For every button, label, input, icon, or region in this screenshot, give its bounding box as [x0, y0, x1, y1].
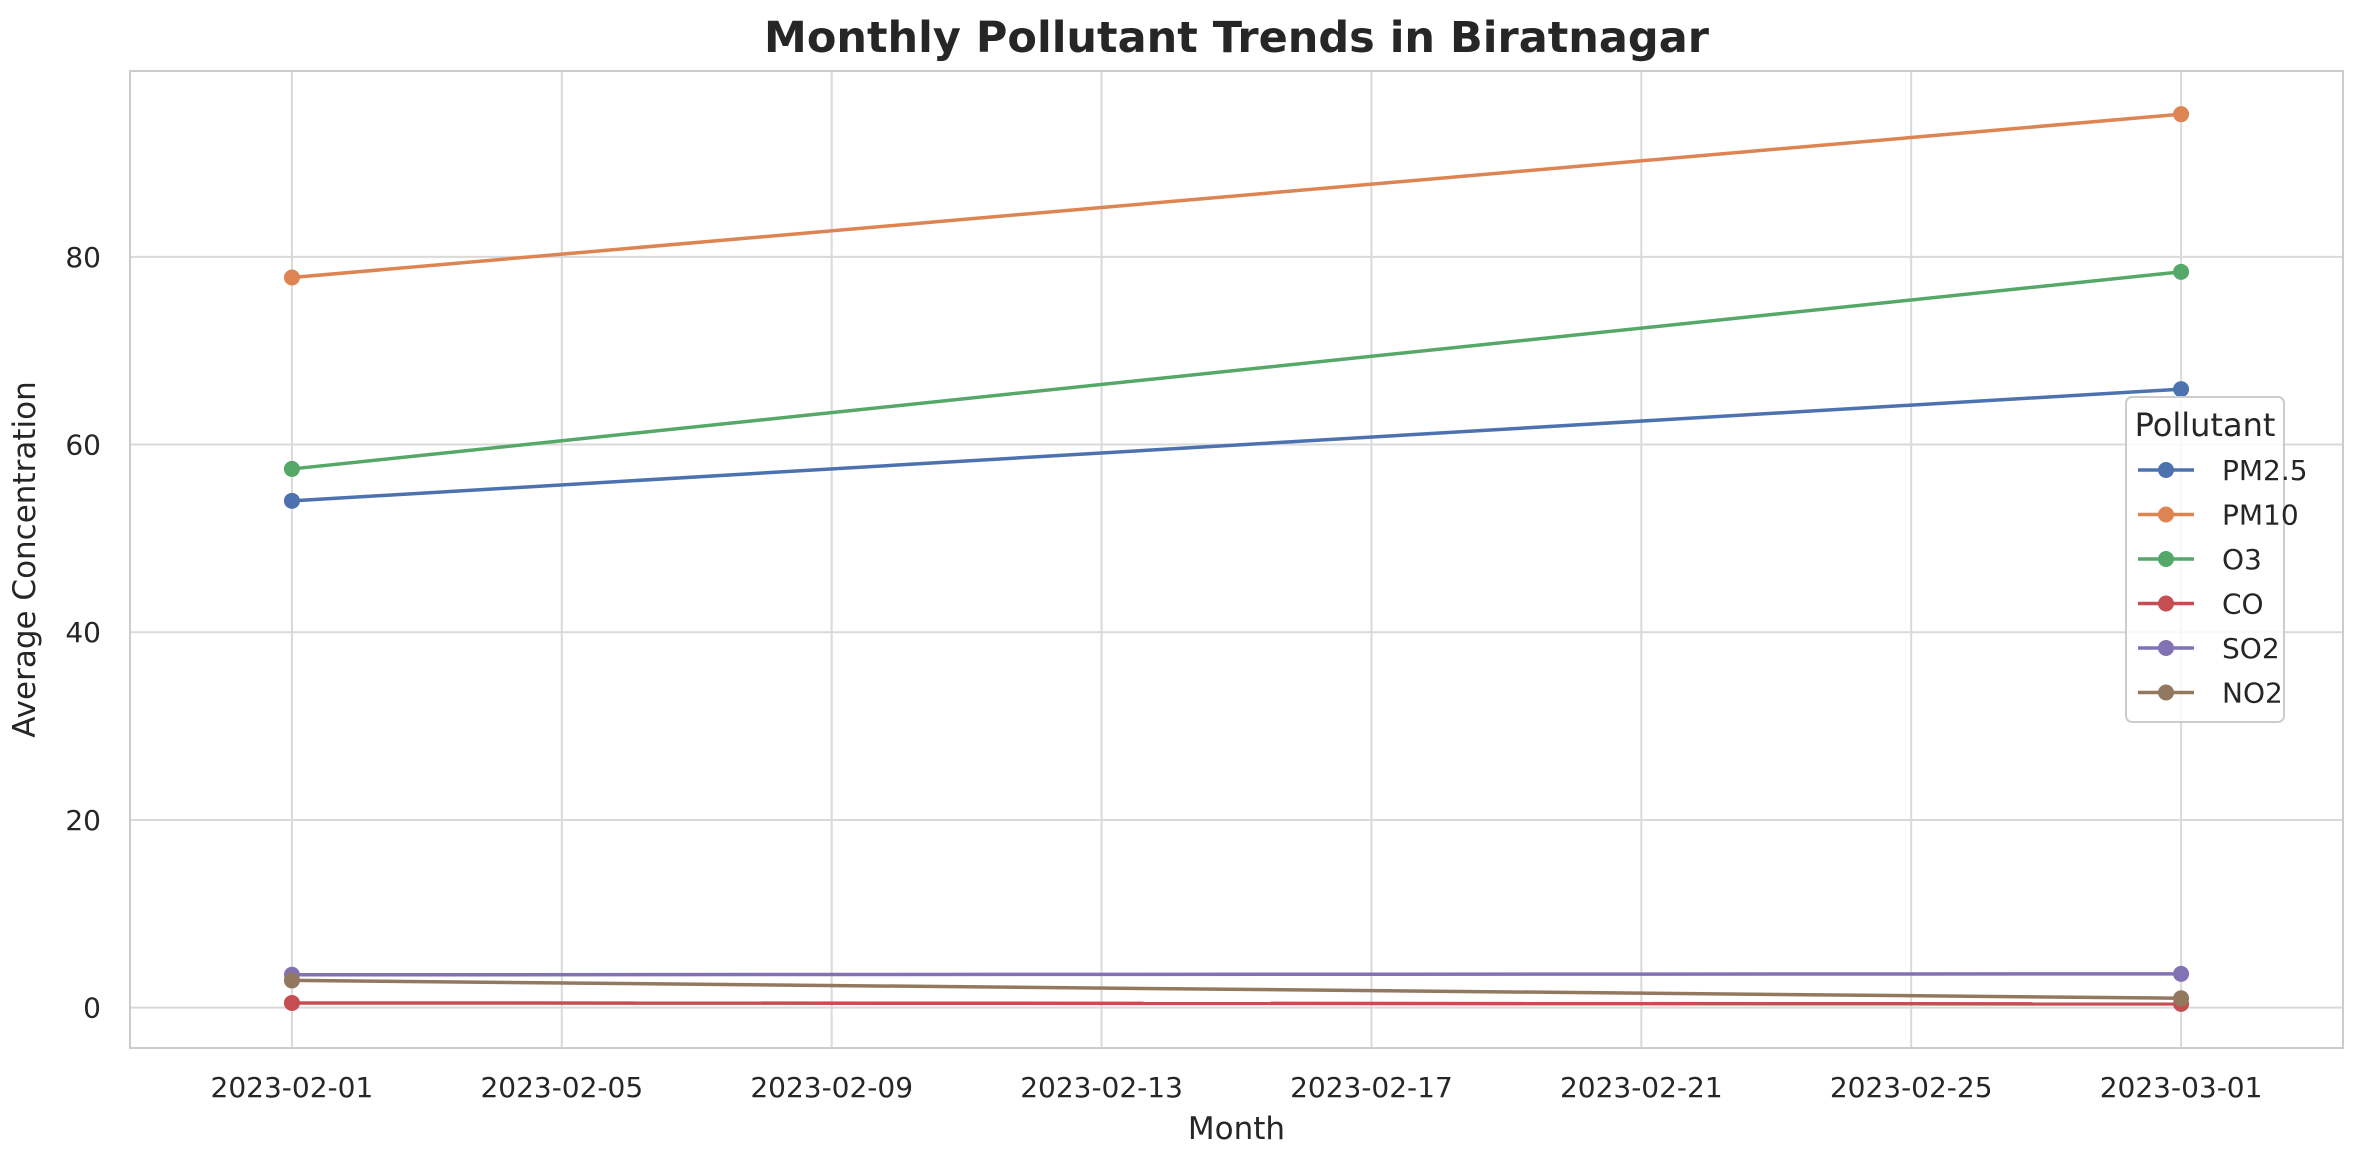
- y-tick-label: 0: [83, 992, 101, 1025]
- legend-label: SO2: [2222, 632, 2280, 665]
- x-tick-label: 2023-02-13: [1020, 1071, 1183, 1104]
- tick-labels: 2023-02-01 2023-02-05 2023-02-09 2023-02-13…: [65, 241, 2262, 1104]
- legend-swatch-marker: [2158, 640, 2174, 656]
- data-point: [283, 994, 300, 1011]
- legend-item: SO2: [2138, 632, 2280, 665]
- data-point: [2173, 381, 2190, 398]
- legend-item: NO2: [2138, 677, 2283, 710]
- legend-item: PM10: [2138, 499, 2299, 532]
- y-axis-label: Average Concentration: [7, 381, 43, 737]
- series-line: [291, 387, 2182, 503]
- x-axis-label: Month: [1188, 1111, 1285, 1147]
- plot-area-frame: [129, 70, 2344, 1049]
- data-point: [2173, 106, 2190, 123]
- legend-swatch-marker: [2158, 595, 2174, 612]
- series-pm10: [283, 106, 2190, 286]
- data-point: [2173, 965, 2190, 982]
- y-tick-label: 20: [65, 804, 101, 837]
- series-no2: [283, 972, 2190, 1007]
- series-line: [291, 112, 2182, 280]
- x-tick-label: 2023-02-09: [750, 1071, 913, 1104]
- legend-swatch-marker: [2158, 506, 2174, 523]
- x-tick-label: 2023-02-21: [1560, 1071, 1723, 1104]
- series-o3: [283, 263, 2190, 477]
- grid-lines: [130, 71, 2343, 1048]
- series-line: [291, 972, 2182, 977]
- data-point: [2173, 990, 2190, 1007]
- data-point: [2173, 263, 2190, 280]
- legend-item: O3: [2138, 543, 2262, 576]
- legend-item: CO: [2138, 588, 2264, 621]
- y-tick-label: 80: [65, 241, 101, 274]
- series-line: [291, 1001, 2182, 1006]
- legend-label: CO: [2222, 588, 2264, 621]
- y-tick-label: 40: [65, 616, 101, 649]
- x-tick-label: 2023-03-01: [2100, 1071, 2263, 1104]
- series-line: [291, 270, 2182, 471]
- legend: Pollutant PM2.5 PM10 O3 CO SO2 NO2: [2125, 396, 2308, 723]
- data-point: [283, 972, 300, 989]
- series-pm2-5: [283, 381, 2190, 509]
- legend-label: NO2: [2222, 677, 2283, 710]
- legend-label: O3: [2222, 543, 2262, 576]
- legend-swatch-marker: [2158, 684, 2174, 701]
- legend-title: Pollutant: [2135, 406, 2276, 444]
- data-point: [283, 269, 300, 286]
- legend-swatch-marker: [2158, 551, 2174, 567]
- x-tick-label: 2023-02-01: [211, 1071, 374, 1104]
- data-point: [283, 492, 300, 509]
- series-lines: [283, 106, 2190, 1012]
- legend-swatch-marker: [2158, 462, 2174, 478]
- legend-label: PM2.5: [2222, 454, 2308, 487]
- x-tick-label: 2023-02-17: [1290, 1071, 1453, 1104]
- legend-label: PM10: [2222, 499, 2299, 532]
- y-tick-label: 60: [65, 429, 101, 462]
- legend-item: PM2.5: [2138, 454, 2308, 487]
- x-tick-label: 2023-02-05: [480, 1071, 643, 1104]
- legend-items: PM2.5 PM10 O3 CO SO2 NO2: [2138, 454, 2308, 710]
- series-line: [291, 978, 2182, 1001]
- x-tick-label: 2023-02-25: [1830, 1071, 1993, 1104]
- data-point: [283, 460, 300, 477]
- chart-title: Monthly Pollutant Trends in Biratnagar: [764, 13, 1710, 63]
